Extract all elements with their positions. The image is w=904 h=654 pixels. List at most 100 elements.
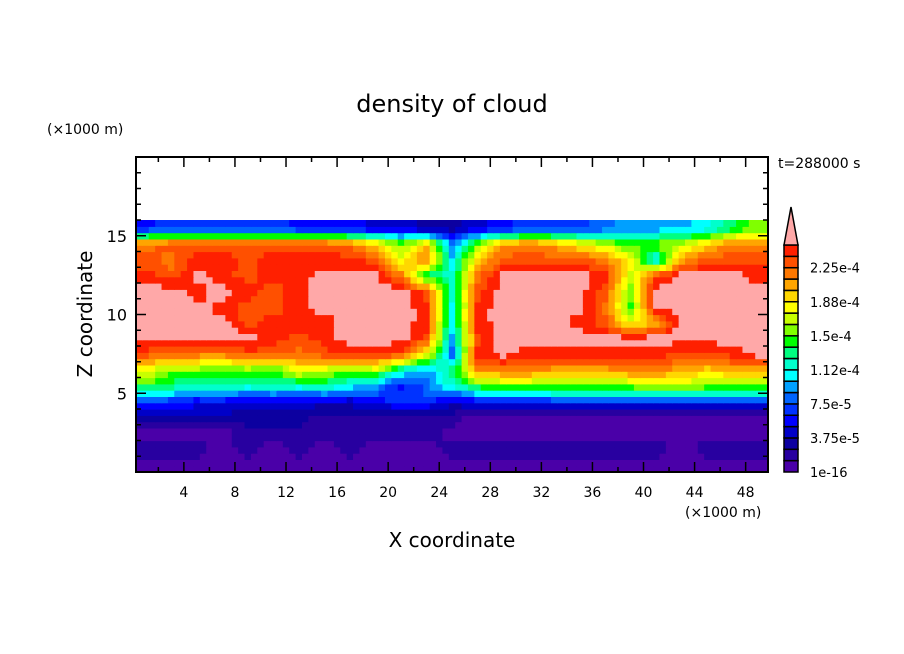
heatmap-cell [691, 346, 699, 353]
heatmap-cell [729, 364, 737, 372]
heatmap-cell [314, 251, 322, 259]
heatmap-cell [238, 358, 246, 366]
heatmap-cell [212, 289, 220, 297]
heatmap-cell [493, 371, 501, 379]
heatmap-cell [621, 327, 629, 334]
heatmap-cell [544, 421, 552, 429]
heatmap-cell [685, 232, 692, 240]
heatmap-cell [646, 295, 654, 303]
heatmap-cell [270, 427, 278, 435]
heatmap-cell [461, 371, 469, 379]
heatmap-cell [570, 295, 578, 303]
heatmap-cell [480, 333, 488, 341]
heatmap-cell [346, 339, 354, 347]
heatmap-cell [391, 276, 399, 284]
heatmap-cell [557, 301, 565, 309]
heatmap-cell [499, 238, 507, 246]
heatmap-cell [225, 232, 233, 240]
heatmap-cell [142, 459, 150, 467]
heatmap-cell [397, 270, 405, 278]
heatmap-cell [697, 377, 705, 385]
y-axis-title: Z coordinate [73, 251, 97, 378]
heatmap-cell [397, 434, 405, 442]
heatmap-cell [621, 245, 629, 253]
heatmap-cell [474, 371, 482, 379]
heatmap-cell [436, 409, 444, 416]
heatmap-cell [544, 264, 552, 271]
heatmap-cell [372, 427, 380, 435]
heatmap-cell [659, 308, 667, 316]
heatmap-cell [167, 434, 175, 442]
heatmap-cell [333, 301, 341, 309]
heatmap-cell [148, 427, 156, 435]
heatmap-cell [480, 327, 488, 334]
heatmap-cell [646, 402, 654, 410]
heatmap-cell [353, 421, 361, 429]
heatmap-cell [225, 421, 233, 429]
heatmap-cell [378, 409, 386, 416]
heatmap-cell [627, 371, 635, 379]
heatmap-cell [174, 465, 182, 473]
heatmap-cell [333, 283, 341, 290]
heatmap-cell [550, 364, 558, 372]
heatmap-cell [410, 383, 418, 391]
heatmap-cell [633, 434, 641, 442]
heatmap-cell [174, 301, 182, 309]
heatmap-cell [678, 251, 686, 259]
heatmap-cell [640, 276, 648, 284]
heatmap-cell [582, 232, 590, 240]
heatmap-cell [538, 264, 546, 271]
heatmap-cell [263, 453, 271, 460]
heatmap-cell [633, 232, 641, 240]
heatmap-cell [410, 415, 418, 423]
heatmap-cell [659, 295, 667, 303]
heatmap-cell [461, 264, 469, 271]
heatmap-cell [327, 276, 335, 284]
heatmap-cell [193, 446, 201, 454]
heatmap-cell [659, 264, 667, 271]
heatmap-cell [506, 396, 514, 404]
heatmap-cell [212, 453, 220, 460]
heatmap-cell [353, 257, 361, 265]
heatmap-cell [633, 421, 641, 429]
heatmap-cell [672, 459, 680, 467]
heatmap-cell [193, 226, 201, 234]
heatmap-cell [697, 264, 705, 271]
heatmap-cell [282, 283, 290, 290]
heatmap-cell [308, 270, 316, 278]
heatmap-cell [621, 421, 629, 429]
heatmap-cell [704, 238, 712, 246]
heatmap-cell [755, 226, 763, 234]
heatmap-cell [653, 390, 661, 397]
heatmap-cell [755, 409, 763, 416]
heatmap-cell [212, 352, 220, 360]
heatmap-cell [359, 320, 367, 328]
heatmap-cell [155, 308, 163, 316]
heatmap-cell [589, 427, 597, 435]
heatmap-cell [295, 245, 303, 253]
heatmap-cell [410, 364, 418, 372]
colorbar-box [783, 391, 799, 405]
heatmap-cell [448, 245, 456, 253]
heatmap-cell [474, 465, 482, 473]
heatmap-cell [691, 333, 699, 341]
heatmap-cell [499, 257, 507, 265]
heatmap-cell [372, 459, 380, 467]
heatmap-cell [340, 434, 348, 442]
heatmap-cell [333, 295, 341, 303]
heatmap-cell [602, 264, 610, 271]
heatmap-cell [321, 245, 329, 253]
heatmap-cell [257, 327, 265, 334]
heatmap-cell [199, 270, 207, 278]
heatmap-cell [627, 409, 635, 416]
heatmap-cell [576, 459, 584, 467]
heatmap-cell [710, 352, 718, 360]
heatmap-cell [161, 257, 169, 265]
heatmap-cell [416, 421, 424, 429]
heatmap-cell [640, 270, 648, 278]
heatmap-cell [576, 276, 584, 284]
heatmap-cell [148, 465, 156, 473]
heatmap-cell [608, 327, 616, 334]
heatmap-cell [506, 465, 514, 473]
heatmap-cell [167, 245, 175, 253]
